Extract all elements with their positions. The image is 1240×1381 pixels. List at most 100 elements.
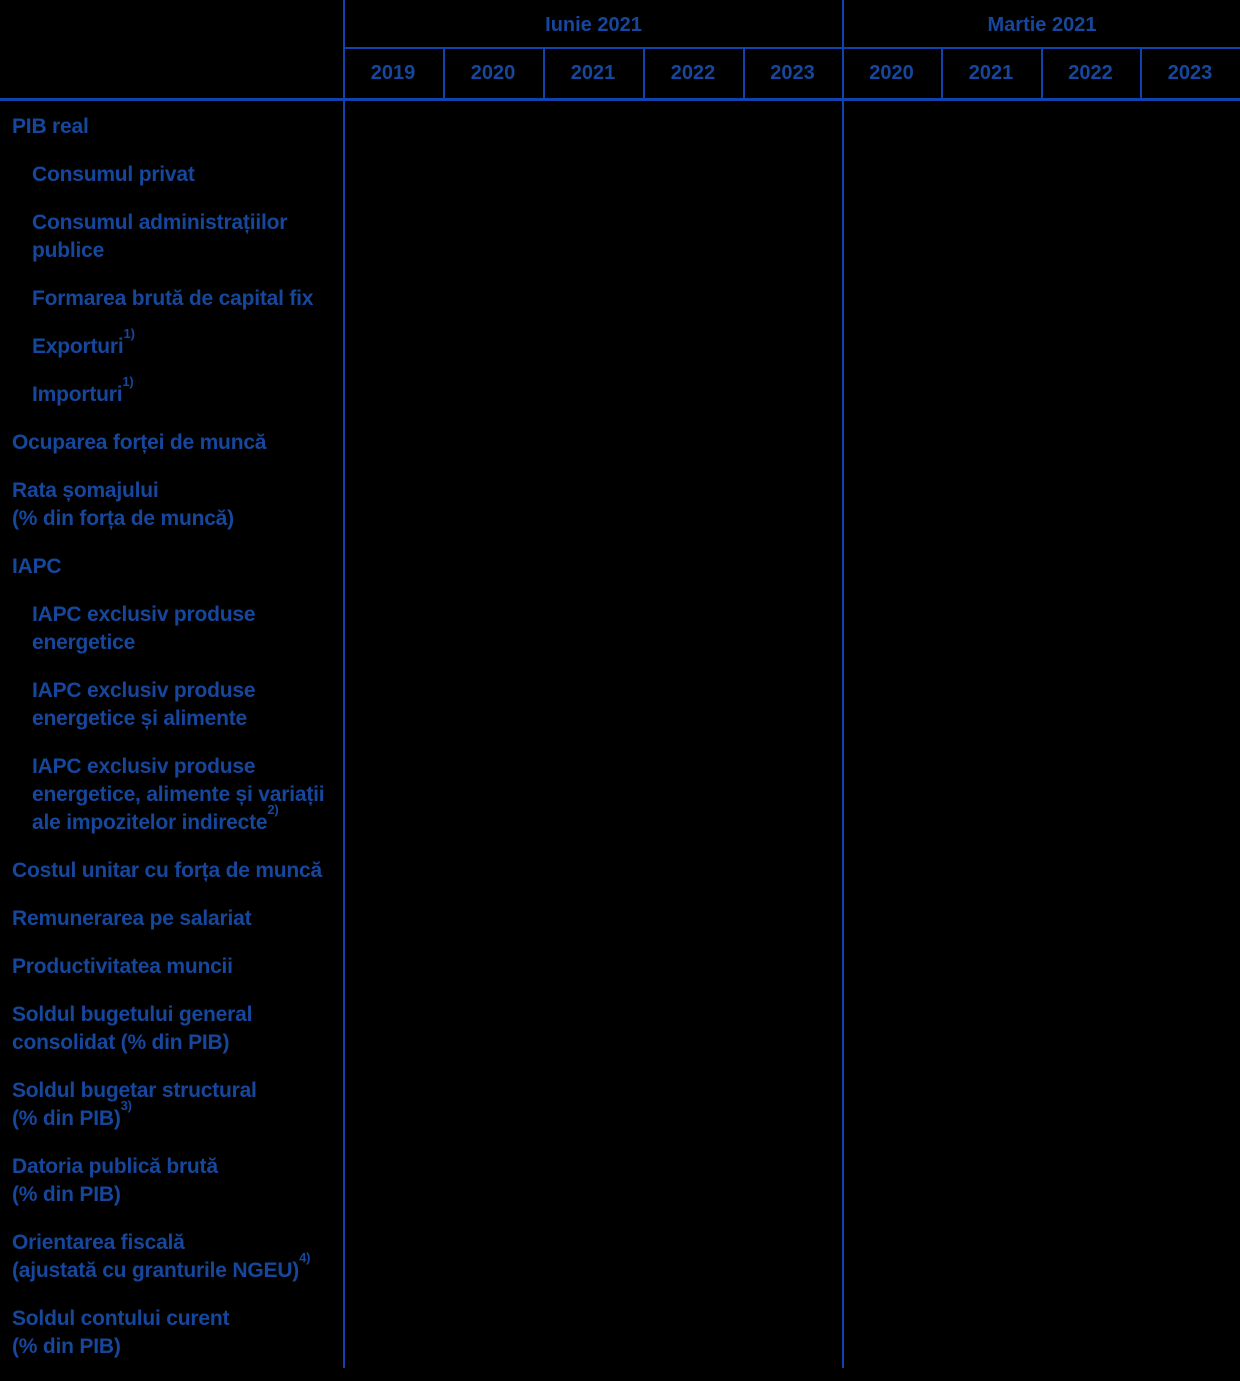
row-label-line: Formarea brută de capital fix: [32, 285, 343, 313]
row-label-text: IAPC exclusiv produse: [32, 679, 256, 702]
row-label-text: Ocuparea forței de muncă: [12, 431, 267, 454]
row-label-text: Soldul contului curent: [12, 1307, 230, 1330]
month-header-underline: [343, 47, 1240, 49]
year-column-header: 2021: [570, 61, 616, 84]
row-label-text: (% din PIB): [12, 1183, 121, 1206]
footnote-superscript: 3): [120, 1098, 132, 1113]
year-column-separator: [743, 48, 745, 98]
row-label: Rata șomajului (% din forța de muncă): [0, 477, 343, 533]
row-label-text: IAPC exclusiv produse: [32, 755, 256, 778]
row-label-line: (% din PIB)3): [12, 1099, 343, 1133]
row-label-line: IAPC: [12, 553, 343, 581]
row-label-line: (ajustată cu granturile NGEU)4): [12, 1251, 343, 1285]
row-label-line: publice: [32, 237, 343, 265]
row-label-line: IAPC exclusiv produse: [32, 601, 343, 629]
row-label-line: Consumul administrațiilor: [32, 209, 343, 237]
table-vertical-border-middle: [842, 0, 844, 1368]
row-label-text: (% din PIB): [12, 1335, 121, 1358]
row-label-line: consolidat (% din PIB): [12, 1029, 343, 1057]
row-label: Datoria publică brută (% din PIB): [0, 1153, 343, 1209]
row-label-text: Costul unitar cu forța de muncă: [12, 859, 322, 882]
row-label-text: Soldul bugetului general: [12, 1003, 253, 1026]
footnote-superscript: 1): [122, 374, 134, 389]
row-label: Costul unitar cu forța de muncă: [0, 857, 343, 885]
row-label: Remunerarea pe salariat: [0, 905, 343, 933]
row-label-text: PIB real: [12, 115, 89, 138]
row-label-text: Soldul bugetar structural: [12, 1079, 257, 1102]
year-column-header: 2019: [370, 61, 416, 84]
row-label: Formarea brută de capital fix: [0, 285, 343, 313]
table-vertical-border-left: [343, 0, 345, 1368]
row-label-text: (% din forța de muncă): [12, 507, 234, 530]
footnote-superscript: 1): [123, 326, 135, 341]
year-column-separator: [643, 48, 645, 98]
row-label: Soldul contului curent (% din PIB): [0, 1305, 343, 1361]
row-label-text: Productivitatea muncii: [12, 955, 233, 978]
row-label: IAPC: [0, 553, 343, 581]
row-label: Orientarea fiscală (ajustată cu granturil…: [0, 1229, 343, 1285]
year-column-separator: [1041, 48, 1043, 98]
row-label-line: Soldul contului curent: [12, 1305, 343, 1333]
footnote-superscript: 2): [267, 802, 279, 817]
row-label-line: IAPC exclusiv produse: [32, 753, 343, 781]
row-label-line: (% din PIB): [12, 1333, 343, 1361]
row-label-text: consolidat (% din PIB): [12, 1031, 230, 1054]
row-label-line: Datoria publică brută: [12, 1153, 343, 1181]
row-label-line: Consumul privat: [32, 161, 343, 189]
row-label-line: energetice, alimente și variații: [32, 781, 343, 809]
row-label-text: Rata șomajului: [12, 479, 159, 502]
row-label-text: energetice: [32, 631, 136, 654]
row-label: Consumul privat: [0, 161, 343, 189]
year-column-separator: [543, 48, 545, 98]
year-column-separator: [941, 48, 943, 98]
row-label-line: energetice: [32, 629, 343, 657]
row-label-text: publice: [32, 239, 105, 262]
row-label-line: Soldul bugetului general: [12, 1001, 343, 1029]
row-label-text: Exporturi: [32, 335, 124, 358]
footnote-superscript: 4): [299, 1250, 311, 1265]
row-label-line: IAPC exclusiv produse: [32, 677, 343, 705]
row-label-line: Importuri1): [32, 375, 343, 409]
row-label-line: Exporturi1): [32, 327, 343, 361]
row-label-line: ale impozitelor indirecte2): [32, 803, 343, 837]
row-label-text: Formarea brută de capital fix: [32, 287, 314, 310]
column-group-header-iunie: Iunie 2021: [545, 14, 642, 36]
row-label: Exporturi1): [0, 327, 343, 361]
year-column-header: 2023: [1167, 61, 1213, 84]
row-label-text: Orientarea fiscală: [12, 1231, 185, 1254]
row-label-line: PIB real: [12, 113, 343, 141]
row-label-column: PIB real Consumul privat Consumul administ…: [0, 101, 343, 1381]
row-label-text: (% din PIB): [12, 1107, 121, 1130]
row-label-line: Orientarea fiscală: [12, 1229, 343, 1257]
row-label: Consumul administrațiilor publice: [0, 209, 343, 265]
row-label-line: (% din PIB): [12, 1181, 343, 1209]
row-label: Productivitatea muncii: [0, 953, 343, 981]
row-label: Ocuparea forței de muncă: [0, 429, 343, 457]
row-label-text: Remunerarea pe salariat: [12, 907, 252, 930]
row-label-text: energetice și alimente: [32, 707, 248, 730]
year-column-separator: [443, 48, 445, 98]
year-column-separator: [1140, 48, 1142, 98]
row-label-text: energetice, alimente și variații: [32, 783, 325, 806]
row-label-line: Productivitatea muncii: [12, 953, 343, 981]
row-label: Importuri1): [0, 375, 343, 409]
row-label: Soldul bugetar structural (% din PIB)3): [0, 1077, 343, 1133]
row-label-line: Soldul bugetar structural: [12, 1077, 343, 1105]
year-column-header: 2022: [670, 61, 716, 84]
row-label: IAPC exclusiv produse energetice și alime…: [0, 677, 343, 733]
row-label-text: Datoria publică brută: [12, 1155, 218, 1178]
year-column-header: 2022: [1068, 61, 1113, 84]
column-group-header-martie: Martie 2021: [987, 14, 1097, 36]
row-label-line: Ocuparea forței de muncă: [12, 429, 343, 457]
year-column-header: 2020: [470, 61, 516, 84]
row-label-text: IAPC: [12, 555, 62, 578]
row-label-line: (% din forța de muncă): [12, 505, 343, 533]
row-label: IAPC exclusiv produse energetice: [0, 601, 343, 657]
row-label: PIB real: [0, 113, 343, 141]
row-label-text: Importuri: [32, 383, 123, 406]
row-label-text: Consumul administrațiilor: [32, 211, 288, 234]
row-label: Soldul bugetului general consolidat (% di…: [0, 1001, 343, 1057]
year-column-header: 2021: [968, 61, 1014, 84]
row-label-line: Remunerarea pe salariat: [12, 905, 343, 933]
